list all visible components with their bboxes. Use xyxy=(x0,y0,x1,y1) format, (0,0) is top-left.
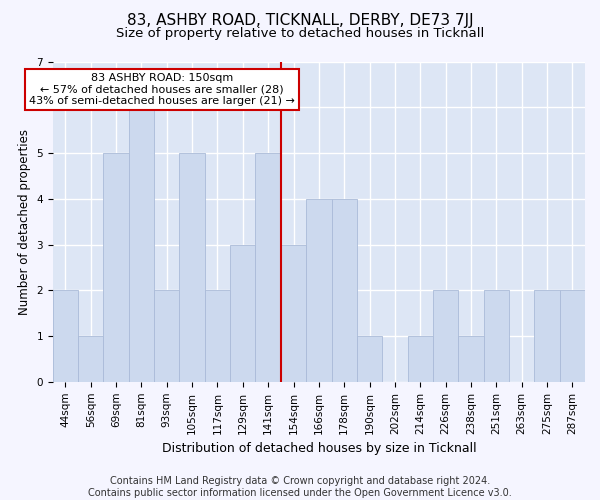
Bar xyxy=(179,153,205,382)
Bar xyxy=(458,336,484,382)
Bar xyxy=(154,290,179,382)
Bar xyxy=(103,153,129,382)
X-axis label: Distribution of detached houses by size in Ticknall: Distribution of detached houses by size … xyxy=(161,442,476,455)
Y-axis label: Number of detached properties: Number of detached properties xyxy=(18,128,31,314)
Bar xyxy=(484,290,509,382)
Text: Contains HM Land Registry data © Crown copyright and database right 2024.
Contai: Contains HM Land Registry data © Crown c… xyxy=(88,476,512,498)
Bar xyxy=(357,336,382,382)
Bar xyxy=(407,336,433,382)
Bar xyxy=(129,108,154,382)
Bar xyxy=(332,199,357,382)
Bar xyxy=(281,244,306,382)
Bar xyxy=(560,290,585,382)
Text: 83 ASHBY ROAD: 150sqm
← 57% of detached houses are smaller (28)
43% of semi-deta: 83 ASHBY ROAD: 150sqm ← 57% of detached … xyxy=(29,73,295,106)
Bar xyxy=(256,153,281,382)
Text: Size of property relative to detached houses in Ticknall: Size of property relative to detached ho… xyxy=(116,28,484,40)
Bar xyxy=(53,290,78,382)
Bar xyxy=(230,244,256,382)
Bar xyxy=(78,336,103,382)
Bar xyxy=(535,290,560,382)
Bar xyxy=(306,199,332,382)
Bar xyxy=(205,290,230,382)
Text: 83, ASHBY ROAD, TICKNALL, DERBY, DE73 7JJ: 83, ASHBY ROAD, TICKNALL, DERBY, DE73 7J… xyxy=(127,12,473,28)
Bar xyxy=(433,290,458,382)
